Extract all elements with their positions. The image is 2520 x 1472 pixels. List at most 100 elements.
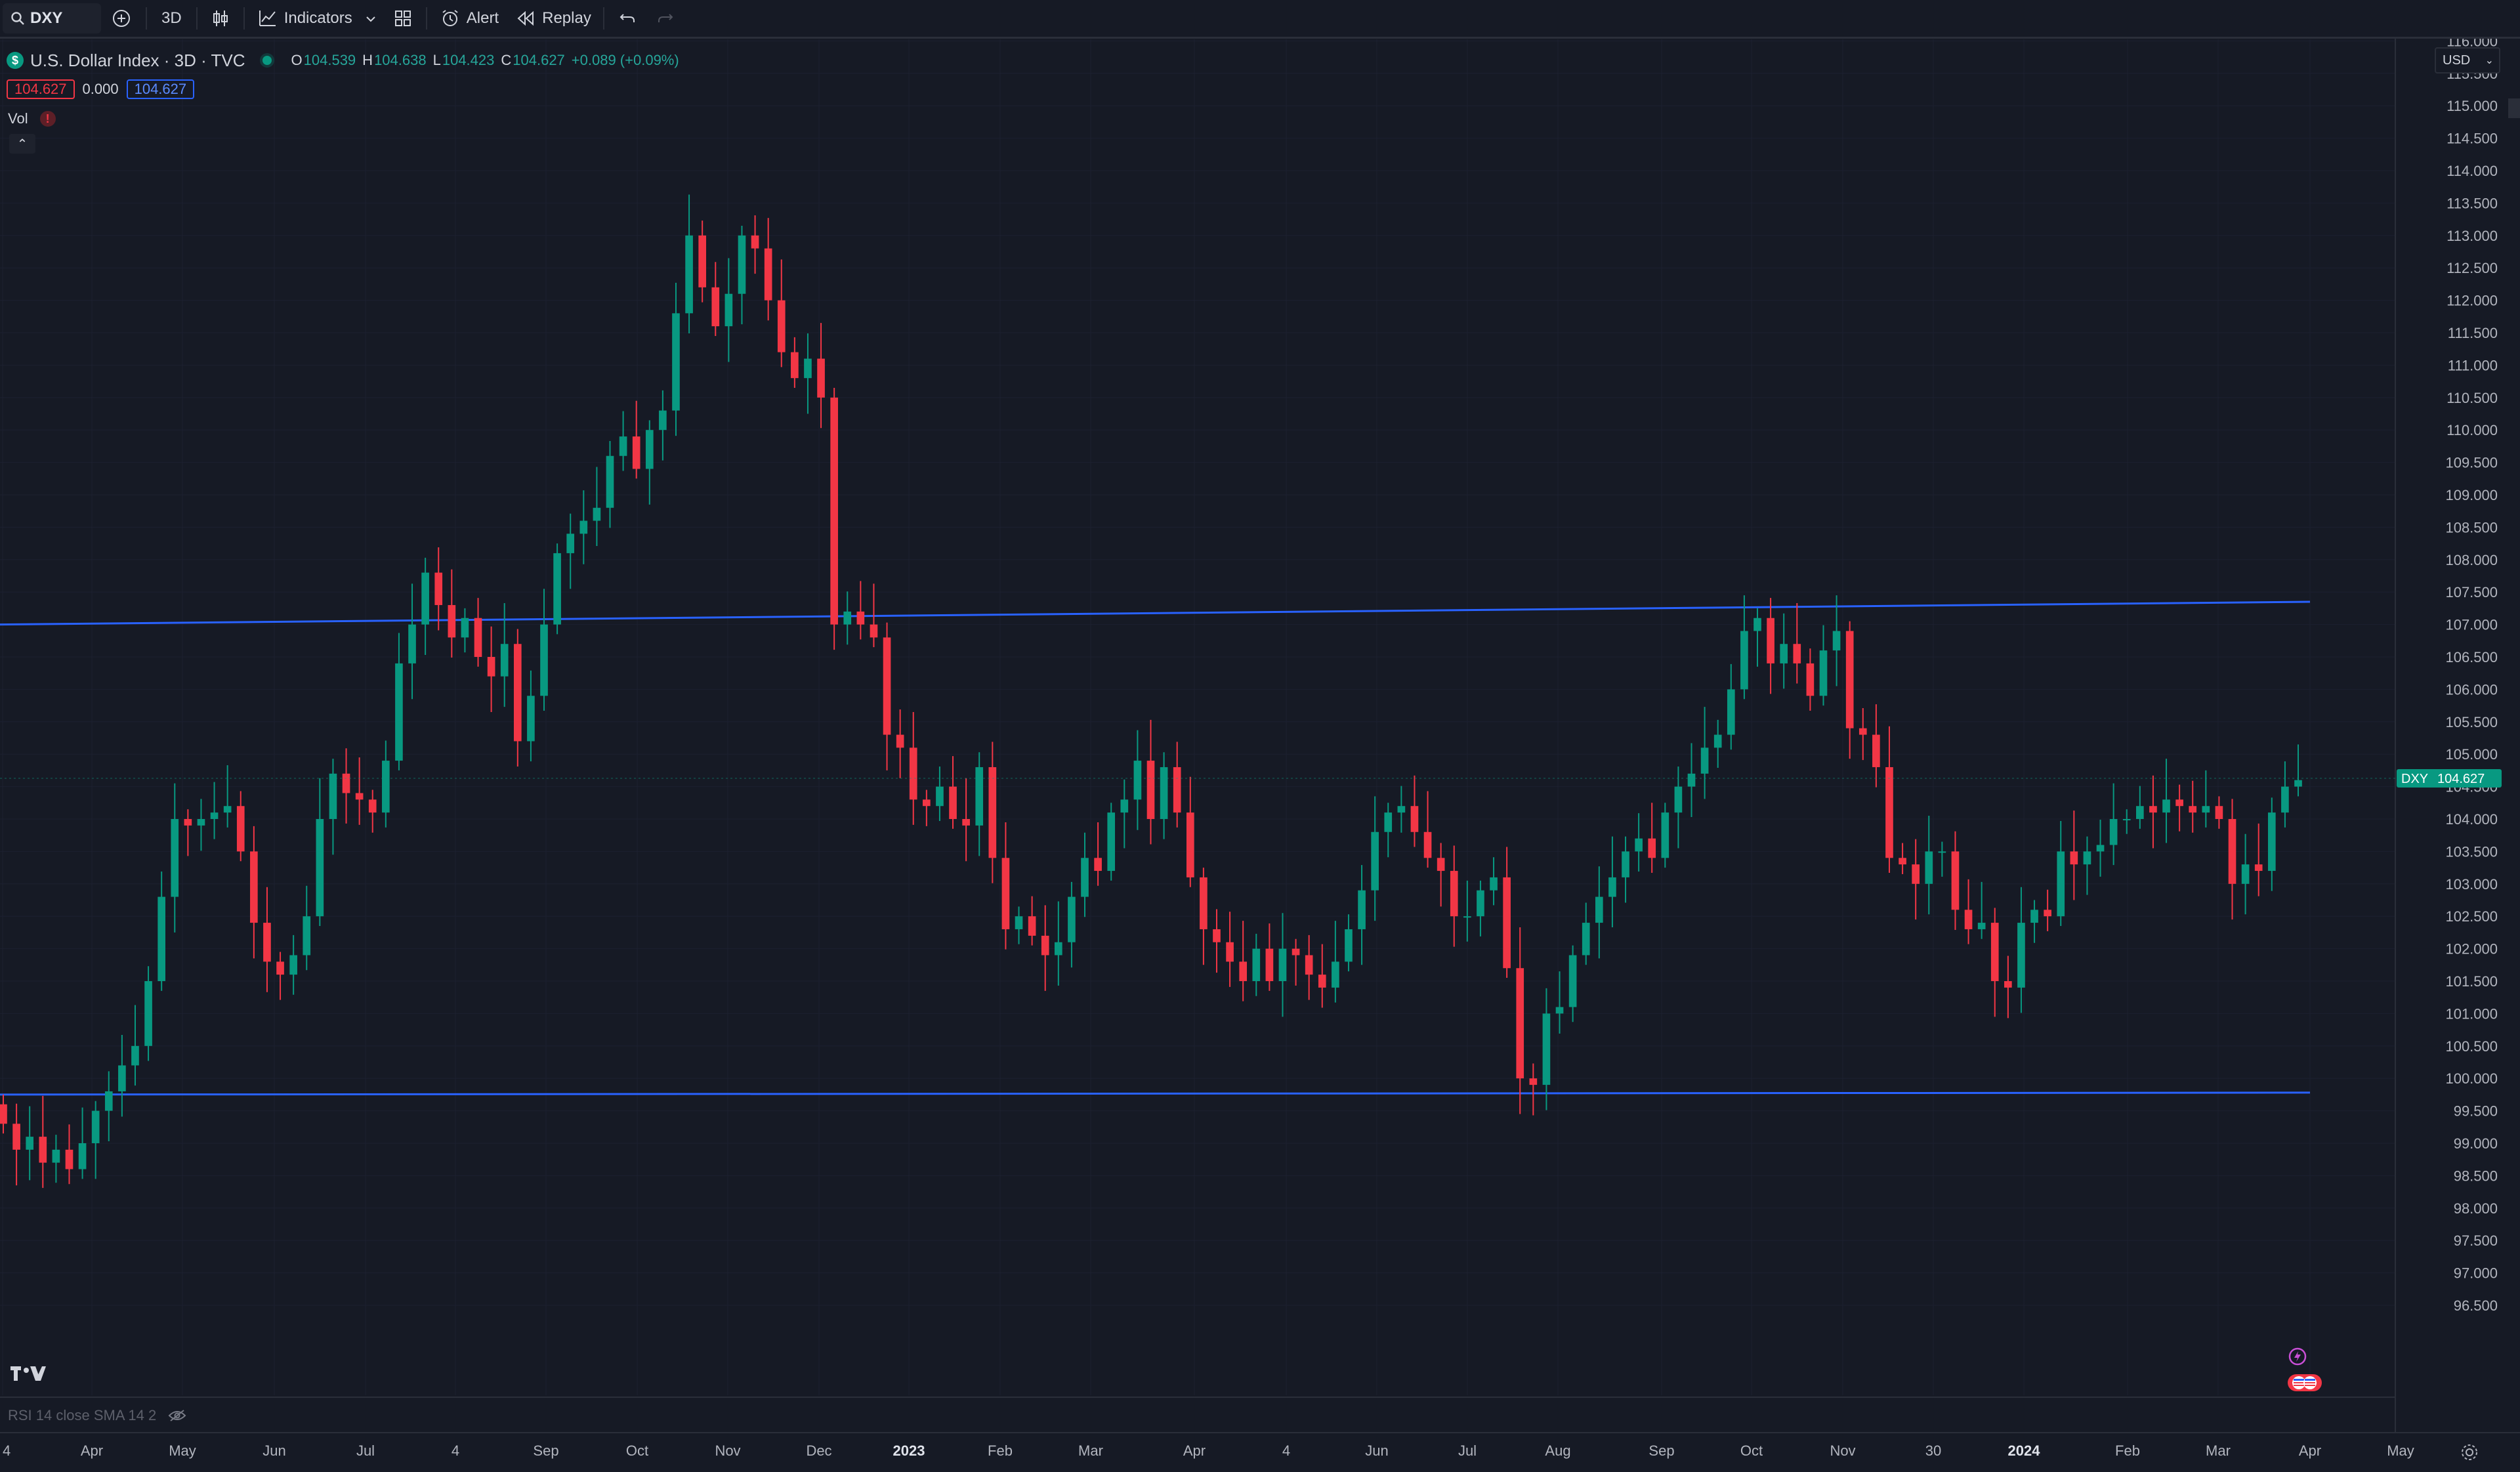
candle[interactable] <box>1410 775 1419 847</box>
rsi-legend[interactable]: RSI 14 close SMA 14 2 <box>8 1407 186 1424</box>
redo-button[interactable] <box>646 0 684 37</box>
candle[interactable] <box>1173 742 1181 828</box>
candle[interactable] <box>1767 598 1774 694</box>
candle[interactable] <box>777 259 786 368</box>
candle[interactable] <box>434 547 443 631</box>
candle[interactable] <box>1054 901 1062 986</box>
candle[interactable] <box>856 581 865 640</box>
candle[interactable] <box>1081 832 1089 917</box>
candle[interactable] <box>2267 797 2276 891</box>
buy-value[interactable]: 104.627 <box>126 79 195 99</box>
candle[interactable] <box>1226 912 1234 987</box>
candle[interactable] <box>1463 880 1471 942</box>
candle[interactable] <box>2189 780 2197 833</box>
candle[interactable] <box>474 598 482 667</box>
candle[interactable] <box>1951 831 1960 930</box>
candle[interactable] <box>724 258 733 362</box>
candle[interactable] <box>1028 896 1036 946</box>
candle[interactable] <box>289 935 297 995</box>
candle[interactable] <box>1925 816 1933 915</box>
symbol-search[interactable]: DXY <box>3 3 101 33</box>
candle[interactable] <box>2149 775 2157 849</box>
candle[interactable] <box>303 885 311 971</box>
us-flag-event-icon[interactable] <box>2286 1372 2323 1394</box>
candle[interactable] <box>144 966 152 1061</box>
candle[interactable] <box>448 569 456 658</box>
candle[interactable] <box>2241 833 2250 915</box>
candle[interactable] <box>1806 648 1815 711</box>
candle[interactable] <box>593 467 601 547</box>
candle[interactable] <box>1146 719 1155 845</box>
candle[interactable] <box>1133 730 1142 830</box>
market-status-icon[interactable] <box>262 56 272 65</box>
candle[interactable] <box>1595 866 1603 959</box>
candle[interactable] <box>738 225 746 325</box>
candle[interactable] <box>975 752 984 856</box>
candle[interactable] <box>104 1071 113 1142</box>
lower-channel-line[interactable] <box>0 1091 2311 1096</box>
candle[interactable] <box>2017 887 2025 1013</box>
candle[interactable] <box>1713 719 1722 768</box>
candle[interactable] <box>1068 881 1076 968</box>
lightning-event-icon[interactable] <box>2288 1347 2307 1366</box>
candle[interactable] <box>1872 704 1880 788</box>
candle[interactable] <box>1555 971 1564 1034</box>
candle[interactable] <box>210 782 219 839</box>
candle[interactable] <box>263 887 271 992</box>
candle[interactable] <box>1582 902 1590 965</box>
candle[interactable] <box>2122 809 2131 834</box>
candle[interactable] <box>566 513 575 589</box>
gear-icon[interactable] <box>2458 1441 2481 1463</box>
candle[interactable] <box>540 589 548 711</box>
indicators-button[interactable]: Indicators <box>249 0 384 37</box>
candle[interactable] <box>764 218 772 321</box>
candle[interactable] <box>1437 843 1445 907</box>
candle[interactable] <box>1568 945 1577 1022</box>
candle[interactable] <box>1727 663 1735 750</box>
candle[interactable] <box>843 591 852 645</box>
candle[interactable] <box>698 221 707 303</box>
candle[interactable] <box>1371 796 1379 921</box>
candle[interactable] <box>513 629 522 767</box>
candle[interactable] <box>26 1106 34 1181</box>
candle[interactable] <box>1674 766 1683 849</box>
candle[interactable] <box>1384 803 1393 858</box>
candle[interactable] <box>1292 938 1300 986</box>
candle[interactable] <box>158 872 166 991</box>
candle[interactable] <box>2109 783 2118 866</box>
candle[interactable] <box>408 583 416 700</box>
candle[interactable] <box>1687 743 1696 818</box>
candle[interactable] <box>2044 889 2051 931</box>
candle[interactable] <box>619 411 627 471</box>
candle[interactable] <box>1252 933 1261 996</box>
candle[interactable] <box>579 490 588 564</box>
candle[interactable] <box>184 809 192 856</box>
candle[interactable] <box>606 440 614 528</box>
candle[interactable] <box>1107 803 1116 881</box>
candle[interactable] <box>2083 836 2091 895</box>
candle[interactable] <box>1094 822 1102 886</box>
candle[interactable] <box>1819 625 1828 706</box>
candle[interactable] <box>500 602 509 707</box>
collapse-legend-button[interactable]: ⌃ <box>9 134 35 154</box>
candle[interactable] <box>883 622 891 770</box>
candle[interactable] <box>2228 799 2236 920</box>
candle[interactable] <box>1332 921 1339 1003</box>
chevron-down-icon[interactable] <box>366 9 376 28</box>
candle[interactable] <box>2004 956 2012 1019</box>
candle[interactable] <box>672 282 680 436</box>
candle[interactable] <box>2281 761 2289 828</box>
candle[interactable] <box>1648 803 1656 873</box>
candle[interactable] <box>276 952 284 1000</box>
candle[interactable] <box>1213 909 1221 973</box>
tradingview-logo-icon[interactable] <box>10 1364 46 1383</box>
candle[interactable] <box>830 387 838 650</box>
candle[interactable] <box>355 757 364 825</box>
time-axis[interactable] <box>0 1432 2520 1472</box>
candle[interactable] <box>2254 823 2263 896</box>
sell-value[interactable]: 104.627 <box>7 79 75 99</box>
candle[interactable] <box>1845 621 1854 759</box>
candle[interactable] <box>1041 905 1049 991</box>
candle[interactable] <box>711 262 720 336</box>
candle[interactable] <box>2294 744 2302 797</box>
